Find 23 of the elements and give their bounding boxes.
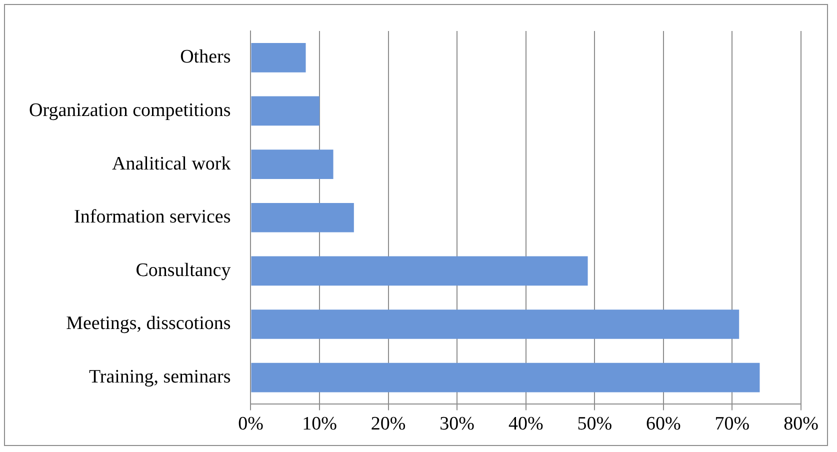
x-tick-label: 40% — [508, 414, 544, 435]
y-tick-label: Training, seminars — [88, 366, 231, 388]
y-tick-label: Consultancy — [136, 260, 232, 281]
x-tick-label: 20% — [370, 414, 406, 435]
bar — [251, 150, 334, 179]
x-tick-label: 50% — [577, 414, 612, 435]
y-tick-label: Analitical work — [112, 153, 232, 174]
x-tick-label: 60% — [646, 414, 682, 435]
bar — [251, 310, 740, 339]
x-tick-label: 0% — [238, 414, 264, 435]
y-tick-label: Organization competitions — [28, 100, 231, 121]
x-tick-label: 80% — [784, 414, 819, 435]
bar — [251, 42, 306, 72]
bar — [251, 256, 588, 286]
x-tick-label: 30% — [440, 414, 475, 435]
x-tick-label: 70% — [714, 414, 750, 435]
bar — [251, 96, 320, 126]
y-tick-label: Meetings, disscotions — [66, 313, 231, 334]
y-tick-label: Others — [180, 46, 231, 68]
x-tick-label: 10% — [302, 414, 338, 435]
y-tick-label: Information services — [74, 206, 231, 228]
bar — [251, 202, 354, 232]
bar — [251, 362, 760, 392]
